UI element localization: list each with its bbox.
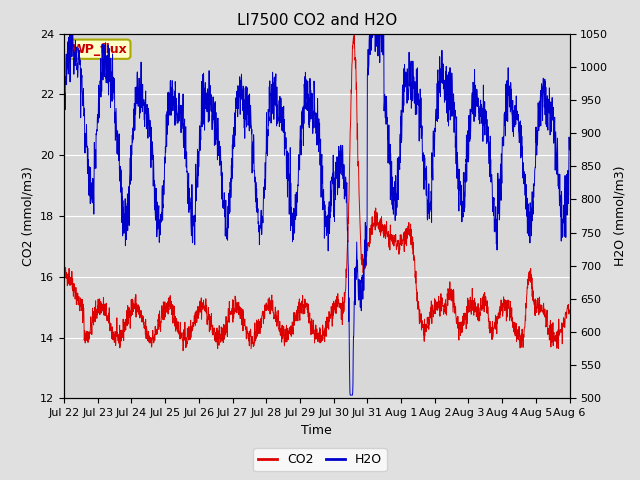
- Title: LI7500 CO2 and H2O: LI7500 CO2 and H2O: [237, 13, 397, 28]
- Y-axis label: CO2 (mmol/m3): CO2 (mmol/m3): [22, 166, 35, 266]
- Text: WP_flux: WP_flux: [72, 43, 127, 56]
- Legend: CO2, H2O: CO2, H2O: [253, 448, 387, 471]
- Y-axis label: H2O (mmol/m3): H2O (mmol/m3): [614, 166, 627, 266]
- X-axis label: Time: Time: [301, 424, 332, 437]
